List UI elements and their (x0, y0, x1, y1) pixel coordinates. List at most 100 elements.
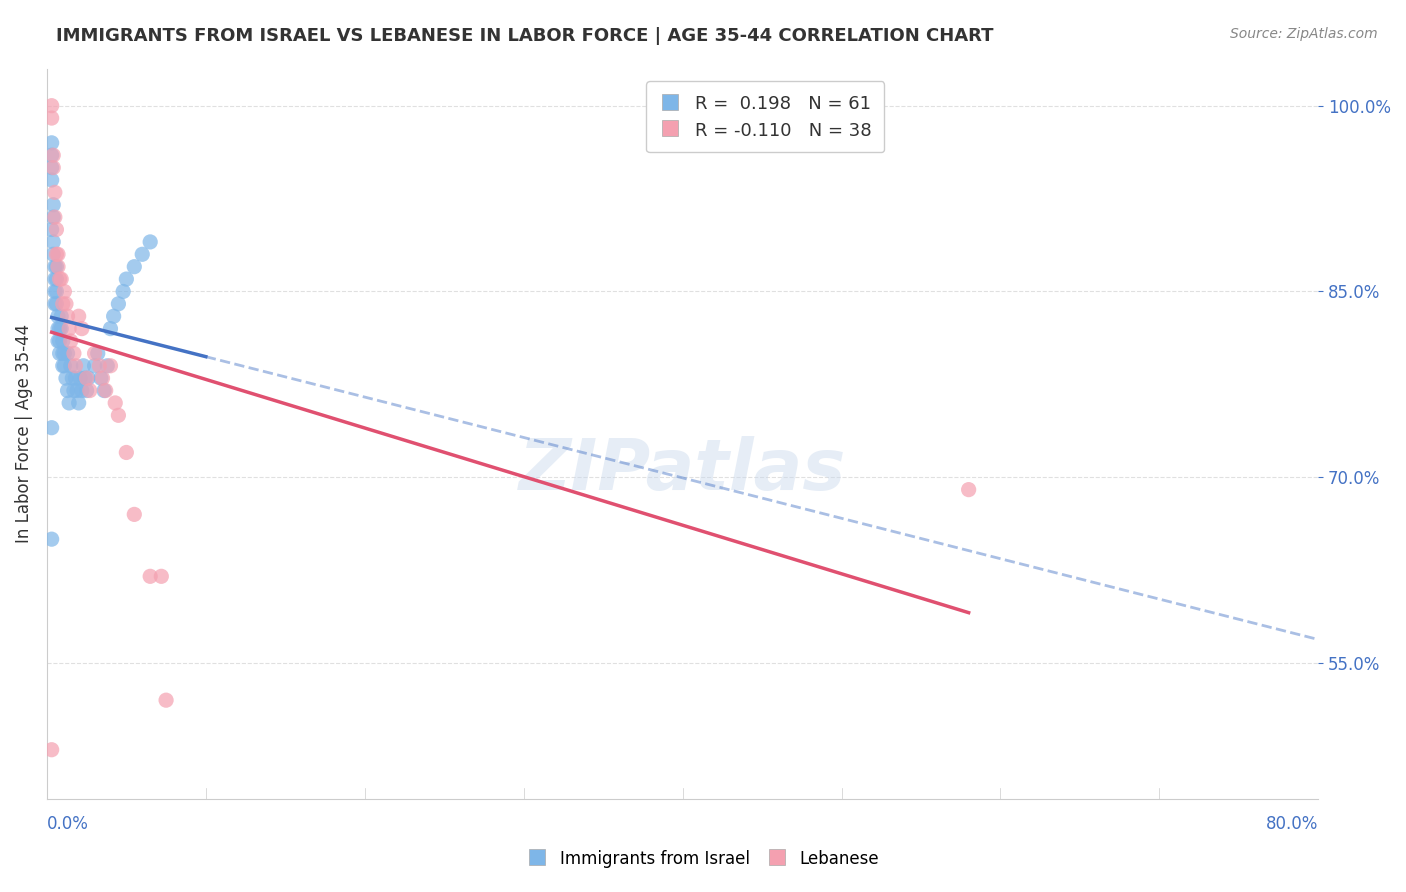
Point (55, 371, 77, 385)
Point (66, 384, 89, 398)
Point (41, 111, 63, 125)
Text: 0.0%: 0.0% (46, 815, 89, 833)
Point (46, 321, 69, 335)
Point (45, 297, 67, 311)
Y-axis label: In Labor Force | Age 35-44: In Labor Force | Age 35-44 (15, 325, 32, 543)
Point (91, 371, 114, 385)
Point (44, 297, 66, 311)
Point (46, 247, 69, 261)
Point (94, 384, 117, 398)
Point (72, 359, 94, 373)
Point (93, 384, 115, 398)
Point (41, 173, 63, 187)
Point (58, 321, 80, 335)
Point (107, 297, 129, 311)
Point (60, 371, 83, 385)
Point (69, 371, 91, 385)
Text: IMMIGRANTS FROM ISRAEL VS LEBANESE IN LABOR FORCE | AGE 35-44 CORRELATION CHART: IMMIGRANTS FROM ISRAEL VS LEBANESE IN LA… (56, 27, 994, 45)
Point (139, 569, 162, 583)
Point (63, 346, 86, 360)
Point (957, 483, 980, 497)
Point (67, 396, 90, 410)
Point (59, 334, 82, 348)
Point (41, 136, 63, 150)
Point (77, 371, 100, 385)
Point (44, 186, 66, 200)
Point (52, 297, 75, 311)
Point (53, 359, 76, 373)
Legend: Immigrants from Israel, Lebanese: Immigrants from Israel, Lebanese (520, 843, 886, 875)
Point (51, 321, 73, 335)
Point (42, 210, 65, 224)
Point (100, 321, 122, 335)
Point (52, 334, 75, 348)
Point (70, 384, 93, 398)
Point (83, 346, 105, 360)
Point (100, 359, 122, 373)
Point (45, 247, 67, 261)
Point (51, 272, 73, 286)
Point (51, 310, 73, 324)
Point (52, 346, 75, 360)
Point (104, 396, 127, 410)
Point (41, 161, 63, 175)
Point (87, 346, 110, 360)
Point (42, 235, 65, 249)
Point (124, 260, 146, 274)
Point (41, 148, 63, 162)
Point (56, 310, 79, 324)
Point (115, 445, 138, 459)
Point (59, 359, 82, 373)
Point (56, 384, 79, 398)
Point (63, 384, 86, 398)
Text: 80.0%: 80.0% (1265, 815, 1319, 833)
Point (41, 742, 63, 756)
Point (53, 285, 76, 299)
Point (124, 508, 146, 522)
Point (44, 210, 66, 224)
Point (48, 334, 70, 348)
Point (115, 272, 138, 286)
Point (41, 98, 63, 112)
Point (44, 260, 66, 274)
Point (55, 297, 77, 311)
Point (45, 285, 67, 299)
Point (44, 285, 66, 299)
Point (96, 359, 118, 373)
Point (42, 161, 65, 175)
Point (48, 346, 70, 360)
Point (89, 359, 111, 373)
Point (41, 420, 63, 434)
Point (45, 272, 67, 286)
Text: Source: ZipAtlas.com: Source: ZipAtlas.com (1230, 27, 1378, 41)
Point (41, 222, 63, 236)
Point (67, 310, 90, 324)
Text: ZIPatlas: ZIPatlas (519, 436, 846, 505)
Point (76, 384, 98, 398)
Point (112, 285, 135, 299)
Point (44, 272, 66, 286)
Point (65, 359, 87, 373)
Point (48, 272, 70, 286)
Point (73, 371, 96, 385)
Point (131, 247, 153, 261)
Point (58, 396, 80, 410)
Point (48, 321, 70, 335)
Point (107, 409, 129, 423)
Point (52, 359, 75, 373)
Point (70, 321, 93, 335)
Point (76, 371, 98, 385)
Point (56, 346, 79, 360)
Point (41, 532, 63, 546)
Point (46, 334, 69, 348)
Point (90, 371, 112, 385)
Point (53, 346, 76, 360)
Point (46, 260, 69, 274)
Point (45, 222, 67, 236)
Point (83, 359, 105, 373)
Point (46, 310, 69, 324)
Point (103, 310, 125, 324)
Point (45, 260, 67, 274)
Point (150, 569, 173, 583)
Point (42, 198, 65, 212)
